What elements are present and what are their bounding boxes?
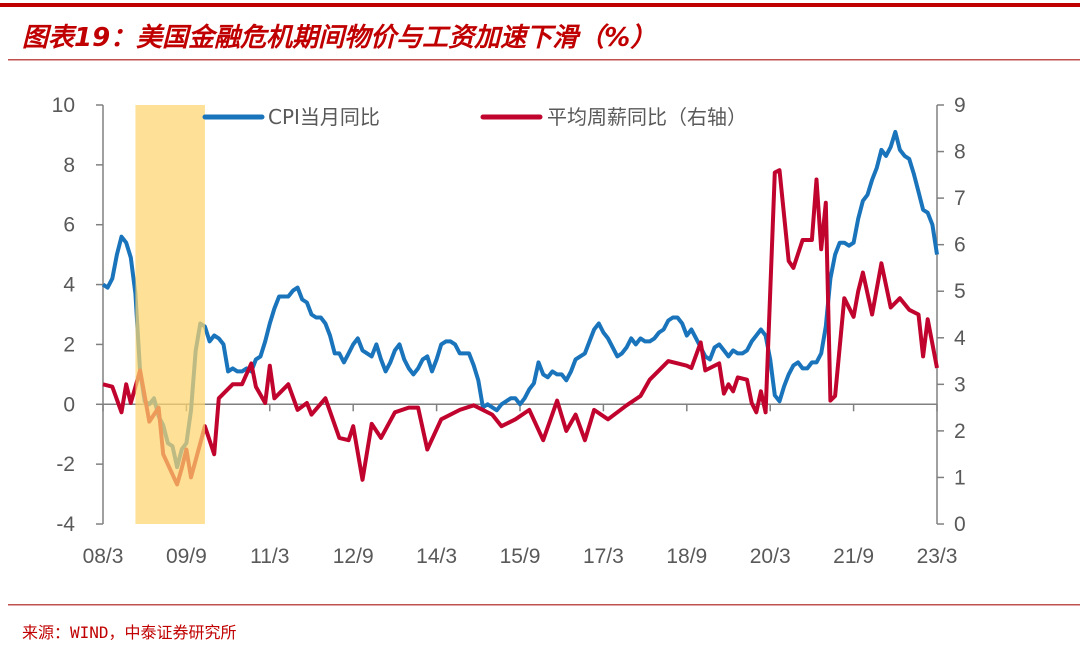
x-tick-label: 17/3 bbox=[583, 545, 624, 568]
left-tick-label: -4 bbox=[56, 513, 75, 536]
source-rule bbox=[8, 604, 1080, 606]
legend-label-cpi: CPI当月同比 bbox=[268, 105, 380, 129]
chart-title: 图表19：美国金融危机期间物价与工资加速下滑（%） bbox=[22, 23, 656, 53]
left-tick-label: -2 bbox=[56, 453, 75, 476]
x-tick-label: 11/3 bbox=[250, 545, 289, 568]
right-tick-label: 2 bbox=[954, 420, 966, 443]
shaded-period bbox=[135, 105, 205, 524]
top-rule bbox=[0, 3, 1080, 7]
right-tick-label: 8 bbox=[954, 141, 966, 164]
right-tick-label: 6 bbox=[954, 234, 966, 257]
x-tick-label: 14/3 bbox=[416, 545, 457, 568]
right-tick-label: 0 bbox=[954, 513, 966, 536]
right-tick-label: 9 bbox=[954, 94, 966, 117]
left-tick-label: 2 bbox=[63, 333, 75, 356]
source-note: 来源：WIND，中泰证券研究所 bbox=[22, 623, 237, 642]
x-tick-label: 20/3 bbox=[750, 545, 791, 568]
legend: CPI当月同比 平均周薪同比（右轴） bbox=[202, 105, 747, 129]
left-tick-label: 0 bbox=[63, 393, 75, 416]
right-tick-label: 1 bbox=[954, 466, 966, 489]
legend-label-wage: 平均周薪同比（右轴） bbox=[547, 105, 747, 129]
left-tick-label: 10 bbox=[52, 94, 75, 117]
series-line-wage bbox=[102, 168, 939, 487]
right-tick-label: 4 bbox=[954, 327, 966, 350]
title-rule bbox=[8, 59, 1080, 61]
x-tick-label: 21/9 bbox=[833, 545, 874, 568]
x-tick-label: 08/3 bbox=[83, 545, 124, 568]
plot-area: -4 -2 0 2 4 6 8 10 0 1 2 3 4 5 6 7 8 9 08/3 09/9 11/3 12/9 14/… bbox=[52, 94, 966, 568]
right-tick-label: 7 bbox=[954, 187, 966, 210]
left-tick-label: 6 bbox=[63, 214, 75, 237]
x-tick-label: 15/9 bbox=[500, 545, 541, 568]
series-line-cpi bbox=[101, 129, 939, 470]
right-tick-label: 3 bbox=[954, 373, 966, 396]
x-tick-label: 12/9 bbox=[333, 545, 374, 568]
right-tick-label: 5 bbox=[954, 280, 966, 303]
left-tick-label: 4 bbox=[63, 274, 75, 297]
left-tick-label: 8 bbox=[63, 154, 75, 177]
x-tick-label: 09/9 bbox=[166, 545, 207, 568]
x-tick-label: 23/3 bbox=[917, 545, 958, 568]
x-tick-label: 18/9 bbox=[666, 545, 707, 568]
